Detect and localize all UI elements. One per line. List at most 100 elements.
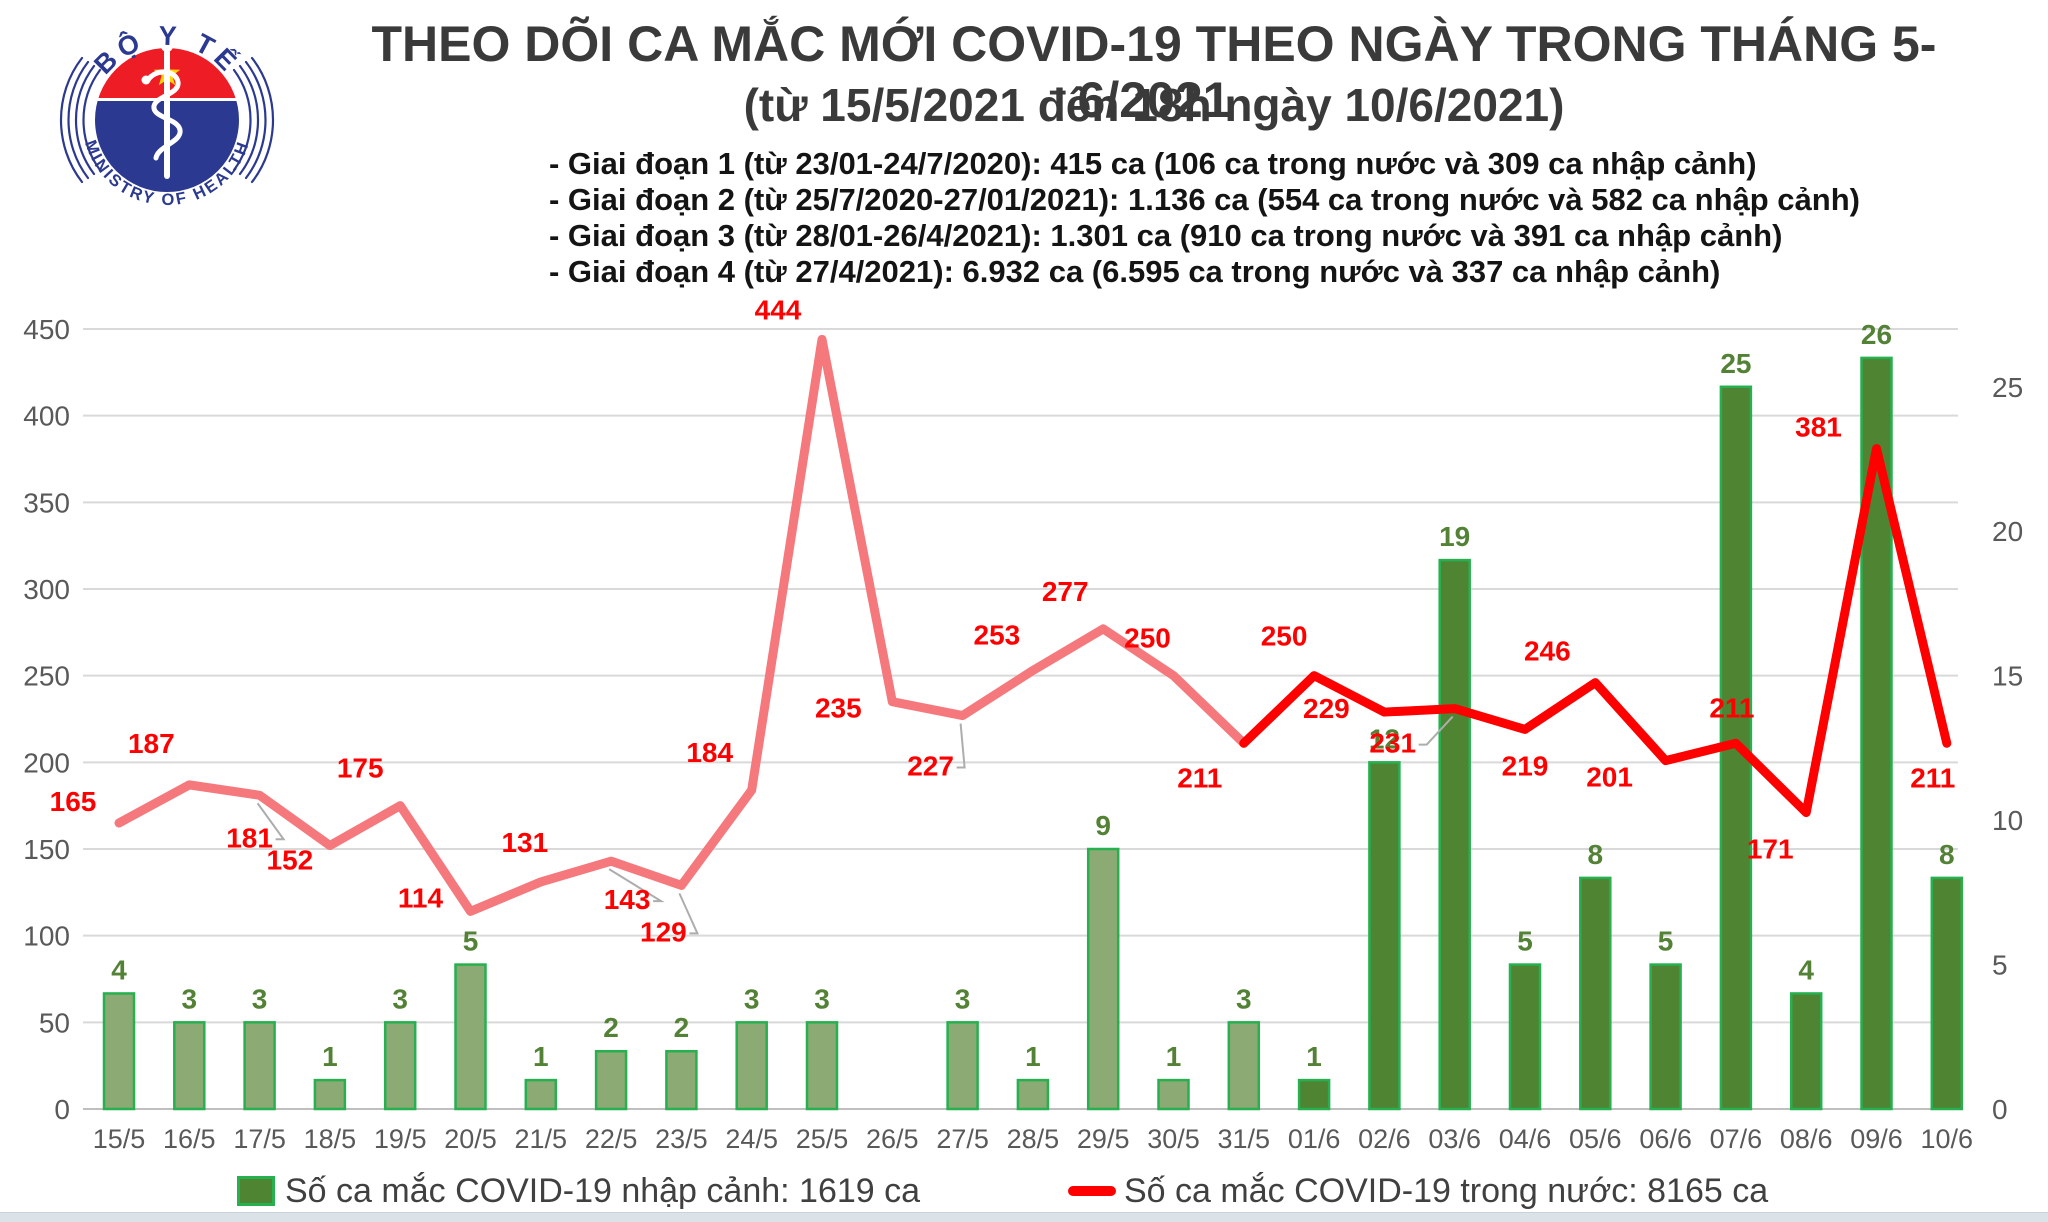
bar-23/5 bbox=[665, 1049, 698, 1111]
y-axis-label: 250 bbox=[23, 661, 70, 692]
y-axis-label: 0 bbox=[54, 1094, 70, 1125]
line-label-04/6: 219 bbox=[1502, 750, 1549, 781]
y-axis-label: 100 bbox=[23, 921, 70, 952]
bottom-strip bbox=[0, 1212, 2048, 1222]
label-leader bbox=[1418, 715, 1454, 746]
line-label-06/6: 201 bbox=[1586, 762, 1633, 793]
line-label-27/5: 227 bbox=[907, 751, 954, 782]
x-axis-label: 18/5 bbox=[304, 1124, 357, 1154]
bar-15/5 bbox=[102, 992, 136, 1111]
x-axis-label: 08/6 bbox=[1780, 1124, 1833, 1154]
legend-item-domestic-line: Số ca mắc COVID-19 trong nước: 8165 ca bbox=[1068, 1168, 1768, 1214]
bar-label-29/5: 9 bbox=[1095, 810, 1111, 841]
y2-axis-label: 5 bbox=[1992, 950, 2008, 981]
x-axis-label: 04/6 bbox=[1499, 1124, 1552, 1154]
line-label-03/6: 231 bbox=[1369, 728, 1416, 759]
bar-08/6 bbox=[1789, 992, 1823, 1111]
bar-label-08/6: 4 bbox=[1798, 954, 1814, 985]
x-axis-label: 23/5 bbox=[655, 1124, 708, 1154]
bar-label-01/6: 1 bbox=[1306, 1041, 1322, 1072]
bar-label-22/5: 2 bbox=[603, 1012, 619, 1043]
x-axis-label: 22/5 bbox=[585, 1124, 638, 1154]
legend: Số ca mắc COVID-19 nhập cảnh: 1619 ca Số… bbox=[0, 1168, 2048, 1214]
y2-axis-label: 10 bbox=[1992, 805, 2023, 836]
page-subtitle: (từ 15/5/2021 đến 18h ngày 10/6/2021) bbox=[743, 79, 1565, 131]
x-axis-label: 05/6 bbox=[1569, 1124, 1622, 1154]
bar-28/5 bbox=[1016, 1078, 1050, 1111]
x-axis-label: 19/5 bbox=[374, 1124, 427, 1154]
line-label-16/5: 187 bbox=[128, 728, 175, 759]
line-series-swatch bbox=[1068, 1186, 1116, 1196]
bar-label-15/5: 4 bbox=[111, 954, 127, 985]
line-label-26/5: 235 bbox=[815, 693, 862, 724]
bar-06/6 bbox=[1649, 963, 1682, 1111]
line-domestic-june bbox=[1239, 444, 1952, 818]
x-axis-label: 28/5 bbox=[1007, 1124, 1060, 1154]
bar-label-03/6: 19 bbox=[1439, 521, 1470, 552]
x-axis-label: 25/5 bbox=[796, 1124, 849, 1154]
line-label-28/5: 253 bbox=[974, 619, 1021, 650]
bar-30/5 bbox=[1157, 1078, 1190, 1111]
line-label-07/6: 211 bbox=[1709, 692, 1754, 723]
bar-label-09/6: 26 bbox=[1861, 319, 1892, 350]
x-axis-label: 16/5 bbox=[163, 1124, 216, 1154]
line-label-05/6: 246 bbox=[1524, 636, 1571, 667]
bar-label-02/6: 12 bbox=[1369, 723, 1400, 754]
bar-19/5 bbox=[383, 1021, 417, 1111]
y-axis-label: 300 bbox=[23, 574, 70, 605]
bar-04/6 bbox=[1508, 963, 1542, 1111]
line-label-15/5: 165 bbox=[50, 786, 97, 817]
bar-17/5 bbox=[243, 1021, 276, 1111]
line-label-31/5: 211 bbox=[1177, 762, 1222, 793]
label-leader bbox=[256, 802, 286, 841]
x-axis-label: 24/5 bbox=[725, 1124, 778, 1154]
phase-summary: - Giai đoạn 1 (từ 23/01-24/7/2020): 415 … bbox=[549, 146, 1860, 290]
bar-label-28/5: 1 bbox=[1025, 1041, 1041, 1072]
page-title: THEO DÕI CA MẮC MỚI COVID-19 THEO NGÀY T… bbox=[371, 16, 1937, 128]
phase-3: - Giai đoạn 3 (từ 28/01-26/4/2021): 1.30… bbox=[549, 218, 1783, 253]
bar-02/6 bbox=[1368, 761, 1401, 1111]
y-axis-label: 350 bbox=[23, 487, 70, 518]
x-axis-label: 03/6 bbox=[1428, 1124, 1481, 1154]
line-label-25/5: 444 bbox=[755, 294, 802, 325]
bar-label-25/5: 3 bbox=[814, 983, 830, 1014]
bar-10/6 bbox=[1930, 876, 1964, 1111]
bar-20/5 bbox=[454, 963, 487, 1111]
label-leader bbox=[678, 892, 699, 935]
bar-label-07/6: 25 bbox=[1720, 348, 1751, 379]
line-label-21/5: 131 bbox=[501, 827, 548, 858]
bar-18/5 bbox=[313, 1078, 347, 1111]
phase-4: - Giai đoạn 4 (từ 27/4/2021): 6.932 ca (… bbox=[549, 254, 1721, 289]
x-axis-label: 02/6 bbox=[1358, 1124, 1411, 1154]
bar-03/6 bbox=[1438, 558, 1471, 1111]
bar-label-16/5: 3 bbox=[182, 983, 198, 1014]
bar-label-04/6: 5 bbox=[1517, 926, 1533, 957]
bar-label-24/5: 3 bbox=[744, 983, 760, 1014]
phase-1: - Giai đoạn 1 (từ 23/01-24/7/2020): 415 … bbox=[549, 146, 1757, 181]
x-axis-label: 27/5 bbox=[936, 1124, 989, 1154]
x-axis-label: 06/6 bbox=[1639, 1124, 1692, 1154]
line-label-24/5: 184 bbox=[686, 737, 733, 768]
bar-label-21/5: 1 bbox=[533, 1041, 549, 1072]
bar-01/6 bbox=[1297, 1078, 1331, 1111]
bar-label-06/6: 5 bbox=[1658, 926, 1674, 957]
ministry-of-health-logo: BỘ Y TẾ MINISTRY OF HEALTH bbox=[59, 21, 275, 209]
line-label-20/5: 114 bbox=[398, 882, 444, 913]
y2-axis-label: 25 bbox=[1992, 372, 2023, 403]
bar-label-20/5: 5 bbox=[463, 926, 479, 957]
bar-29/5 bbox=[1086, 847, 1120, 1111]
y-axis-label: 200 bbox=[23, 747, 70, 778]
bar-series-swatch bbox=[237, 1176, 275, 1206]
line-label-01/6: 250 bbox=[1261, 621, 1308, 652]
bar-label-30/5: 1 bbox=[1166, 1041, 1182, 1072]
line-label-10/6: 211 bbox=[1910, 762, 1955, 793]
y-axis-label: 450 bbox=[23, 314, 70, 345]
legend-item-imported-bars: Số ca mắc COVID-19 nhập cảnh: 1619 ca bbox=[237, 1168, 920, 1214]
y-axis-label: 50 bbox=[39, 1007, 70, 1038]
x-axis-label: 20/5 bbox=[444, 1124, 497, 1154]
x-axis-label: 29/5 bbox=[1077, 1124, 1130, 1154]
x-axis-label: 21/5 bbox=[515, 1124, 568, 1154]
bar-label-31/5: 3 bbox=[1236, 983, 1252, 1014]
